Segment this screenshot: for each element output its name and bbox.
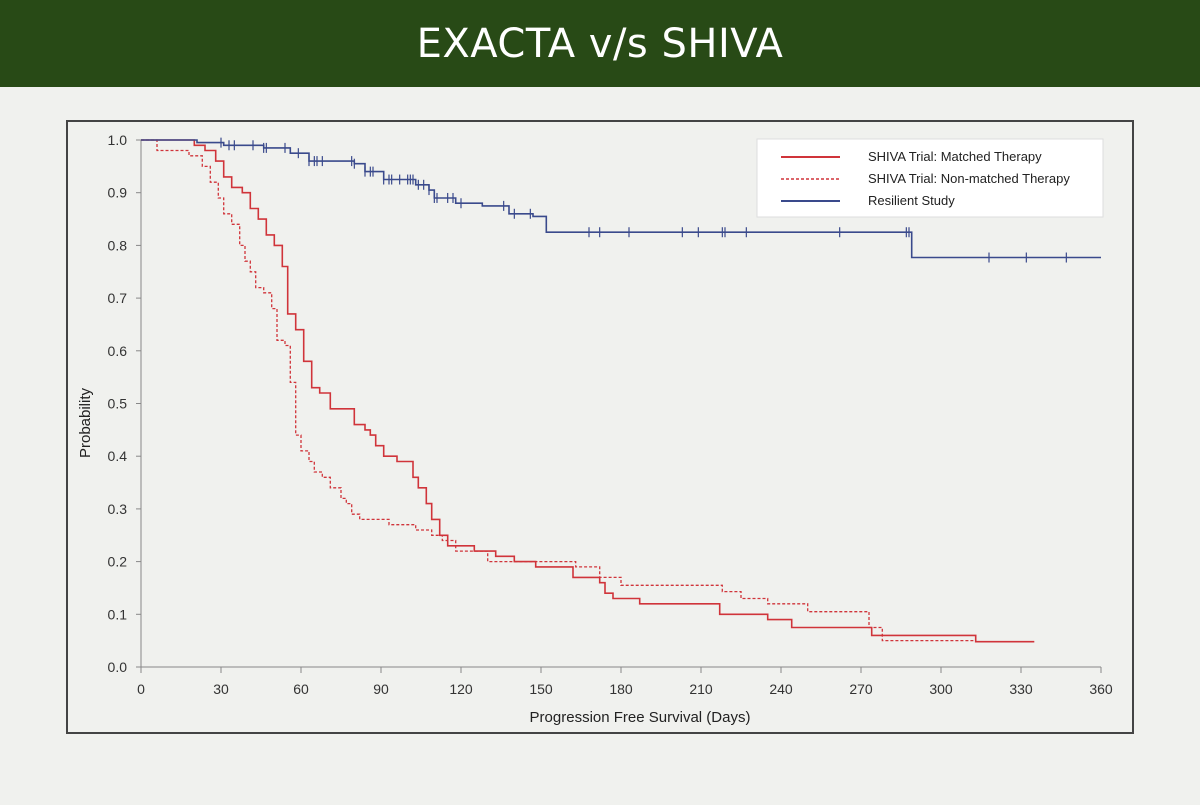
x-tick-label: 60 [293, 681, 309, 697]
y-tick-label: 0.9 [108, 185, 128, 201]
legend-label-resilient: Resilient Study [868, 193, 955, 208]
x-tick-label: 30 [213, 681, 229, 697]
legend-box [756, 138, 1104, 218]
x-tick-label: 270 [849, 681, 873, 697]
legend-label-matched: SHIVA Trial: Matched Therapy [868, 149, 1042, 164]
x-tick-label: 210 [689, 681, 713, 697]
y-tick-label: 0.4 [108, 448, 128, 464]
x-tick-label: 300 [929, 681, 953, 697]
y-tick-label: 0.3 [108, 501, 128, 517]
x-tick-label: 0 [137, 681, 145, 697]
y-tick-label: 0.1 [108, 606, 128, 622]
series-matched-line [141, 139, 1035, 643]
series-nonmatched-line [141, 139, 976, 642]
y-tick-label: 0.5 [108, 396, 128, 412]
page-title: EXACTA v/s SHIVA [416, 20, 784, 67]
x-tick-label: 330 [1009, 681, 1033, 697]
x-tick-label: 90 [373, 681, 389, 697]
y-tick-label: 0.8 [108, 237, 128, 253]
x-tick-label: 180 [609, 681, 633, 697]
y-tick-label: 1.0 [108, 132, 128, 148]
plot-area [141, 137, 1101, 643]
title-banner: EXACTA v/s SHIVA [0, 0, 1200, 87]
x-tick-label: 150 [529, 681, 553, 697]
x-tick-label: 120 [449, 681, 473, 697]
x-tick-label: 240 [769, 681, 793, 697]
y-tick-label: 0.7 [108, 290, 128, 306]
legend-label-nonmatched: SHIVA Trial: Non-matched Therapy [868, 171, 1070, 186]
y-tick-label: 0.2 [108, 554, 128, 570]
legend: SHIVA Trial: Matched Therapy SHIVA Trial… [756, 138, 1104, 218]
y-axis-label: Probability [77, 387, 94, 458]
y-tick-label: 0.0 [108, 659, 128, 675]
x-axis-label: Progression Free Survival (Days) [530, 709, 751, 726]
axes: 0 30 60 90 120 150 180 210 240 270 300 330 360 0.0 0.1… [108, 132, 1113, 697]
chart-frame [66, 120, 1134, 734]
x-tick-label: 360 [1089, 681, 1113, 697]
y-tick-label: 0.6 [108, 343, 128, 359]
